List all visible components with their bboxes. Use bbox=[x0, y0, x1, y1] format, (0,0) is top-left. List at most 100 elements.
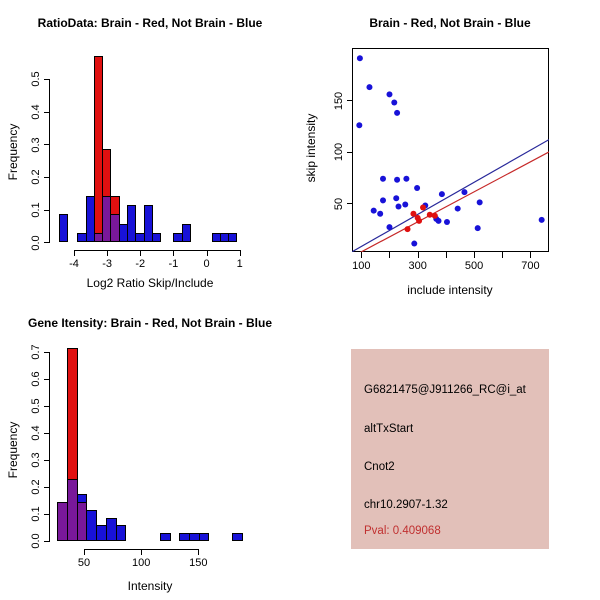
ratio-hist-xlabel: Log2 Ratio Skip/Include bbox=[86, 276, 214, 290]
gene-hist-x-tick bbox=[84, 549, 85, 555]
scatter-y-tick-label: 150 bbox=[333, 91, 345, 111]
ratio-hist-x-tick bbox=[74, 250, 75, 256]
gene-hist-y-tick bbox=[44, 378, 49, 380]
scatter-point-blue bbox=[366, 84, 373, 91]
gene-hist-y-tick-label: 0.3 bbox=[30, 452, 42, 468]
ratio-hist-y-tick bbox=[44, 242, 49, 244]
scatter-point-red bbox=[416, 217, 423, 224]
ratio-hist-y-tick-label: 0.5 bbox=[30, 71, 42, 88]
ratio-hist-x-tick bbox=[173, 250, 175, 256]
gene-hist-x-tick bbox=[198, 549, 200, 555]
ratio-hist-x-tick-label: 1 bbox=[236, 258, 243, 270]
scatter-y-tick-label: 50 bbox=[333, 197, 345, 211]
gene-hist-y-tick bbox=[44, 432, 49, 434]
ratio-hist-y-tick bbox=[44, 209, 49, 211]
gene-name-text: Cnot2 bbox=[364, 461, 395, 473]
ratio-hist-y-tick bbox=[44, 144, 49, 146]
ratio-hist-bar-blue bbox=[152, 232, 161, 243]
scatter-point-blue bbox=[380, 175, 387, 182]
ratio-hist-bar-blue bbox=[144, 204, 153, 243]
probe-id-text: G6821475@J911266_RC@i_at bbox=[364, 384, 526, 396]
ratio-hist-bar-blue bbox=[182, 223, 191, 243]
scatter-point-blue bbox=[393, 195, 400, 202]
ratio-hist-x-tick-label: 0 bbox=[203, 258, 210, 270]
scatter-point-blue bbox=[356, 55, 363, 62]
ratio-hist-y-tick-label: 0.0 bbox=[30, 235, 42, 251]
gene-hist-x-tick-label: 50 bbox=[77, 557, 91, 569]
scatter-point-red bbox=[410, 210, 417, 217]
gene-hist-bar-blue bbox=[116, 525, 126, 541]
gene-hist-y-tick-label: 0.1 bbox=[30, 506, 42, 522]
ratio-hist-y-tick-label: 0.3 bbox=[30, 137, 42, 153]
scatter-x-tick bbox=[502, 252, 504, 258]
gene-hist-x-tick bbox=[141, 549, 143, 555]
gene-hist-ylabel: Frequency bbox=[6, 421, 20, 479]
location-text: chr10.2907-1.32 bbox=[364, 499, 448, 511]
scatter-x-tick-label: 700 bbox=[521, 260, 540, 272]
ratio-hist-x-tick bbox=[107, 250, 109, 256]
gene-hist-y-tick bbox=[44, 540, 49, 542]
scatter-plot-frame bbox=[352, 48, 549, 252]
scatter-point-blue bbox=[402, 201, 409, 208]
scatter-x-tick bbox=[389, 252, 391, 258]
gene-hist-y-axis bbox=[49, 351, 50, 542]
scatter-point-blue bbox=[414, 184, 421, 191]
scatter-xlabel: include intensity bbox=[407, 283, 493, 297]
gene-hist-y-tick-label: 0.0 bbox=[30, 533, 42, 549]
scatter-y-tick-label: 100 bbox=[333, 143, 345, 162]
gene-hist-y-tick-label: 0.5 bbox=[30, 398, 42, 415]
ratio-hist-y-tick-label: 0.4 bbox=[30, 104, 42, 120]
scatter-y-tick bbox=[347, 203, 352, 205]
gene-hist-title: Gene Itensity: Brain - Red, Not Brain - … bbox=[27, 316, 273, 330]
gene-hist-y-tick bbox=[44, 405, 49, 407]
gene-hist-bar-blue bbox=[199, 532, 209, 541]
regression-line-blue bbox=[352, 139, 549, 252]
scatter-point-blue bbox=[411, 240, 418, 247]
gene-hist-y-tick-label: 0.2 bbox=[30, 479, 42, 495]
gene-hist-bar-blue bbox=[160, 532, 171, 541]
scatter-x-tick-label: 100 bbox=[352, 260, 371, 272]
scatter-point-blue bbox=[454, 205, 461, 212]
scatter-point-red bbox=[431, 212, 438, 219]
scatter-point-blue bbox=[443, 218, 450, 225]
scatter-title: Brain - Red, Not Brain - Blue bbox=[369, 16, 531, 30]
gene-hist-bar-blue bbox=[232, 532, 243, 541]
scatter-x-tick bbox=[361, 252, 363, 258]
scatter-y-tick bbox=[347, 151, 352, 153]
scatter-point-red bbox=[404, 226, 411, 233]
scatter-point-blue bbox=[438, 191, 445, 198]
scatter-point-blue bbox=[538, 216, 545, 223]
ratio-hist-y-tick bbox=[44, 78, 49, 80]
scatter-point-blue bbox=[461, 189, 468, 196]
scatter-y-tick bbox=[347, 100, 352, 102]
ratio-hist-y-tick bbox=[44, 111, 49, 113]
event-type-text: altTxStart bbox=[364, 423, 414, 435]
gene-hist-y-tick bbox=[44, 486, 49, 488]
gene-hist-y-tick bbox=[44, 513, 49, 515]
gene-hist-y-tick bbox=[44, 459, 49, 461]
scatter-point-blue bbox=[386, 91, 393, 98]
scatter-point-blue bbox=[370, 207, 377, 214]
ratio-hist-bar-blue bbox=[228, 232, 237, 243]
ratio-hist-x-tick-label: -3 bbox=[102, 258, 113, 270]
scatter-point-blue bbox=[377, 210, 384, 217]
pval-text: Pval: 0.409068 bbox=[364, 525, 441, 537]
scatter-point-blue bbox=[395, 203, 402, 210]
info-panel: G6821475@J911266_RC@i_at altTxStart Cnot… bbox=[351, 349, 549, 549]
ratio-hist-y-tick-label: 0.2 bbox=[30, 169, 42, 186]
scatter-x-tick bbox=[417, 252, 419, 258]
ratio-hist-x-axis bbox=[74, 250, 241, 251]
gene-hist-xlabel: Intensity bbox=[127, 579, 173, 593]
scatter-point-blue bbox=[391, 99, 398, 106]
scatter-x-tick bbox=[530, 252, 532, 258]
ratio-hist-y-tick-label: 0.1 bbox=[30, 202, 42, 218]
gene-hist-y-tick-label: 0.4 bbox=[30, 425, 42, 442]
scatter-point-blue bbox=[474, 225, 481, 232]
ratio-hist-x-tick-label: -1 bbox=[168, 258, 179, 270]
regression-line-red bbox=[359, 151, 549, 252]
ratio-hist-bar-blue bbox=[127, 204, 136, 243]
gene-hist-x-tick-label: 100 bbox=[131, 557, 151, 569]
scatter-ylabel: skip intensity bbox=[304, 113, 318, 183]
ratio-hist-ylabel: Frequency bbox=[6, 123, 20, 181]
